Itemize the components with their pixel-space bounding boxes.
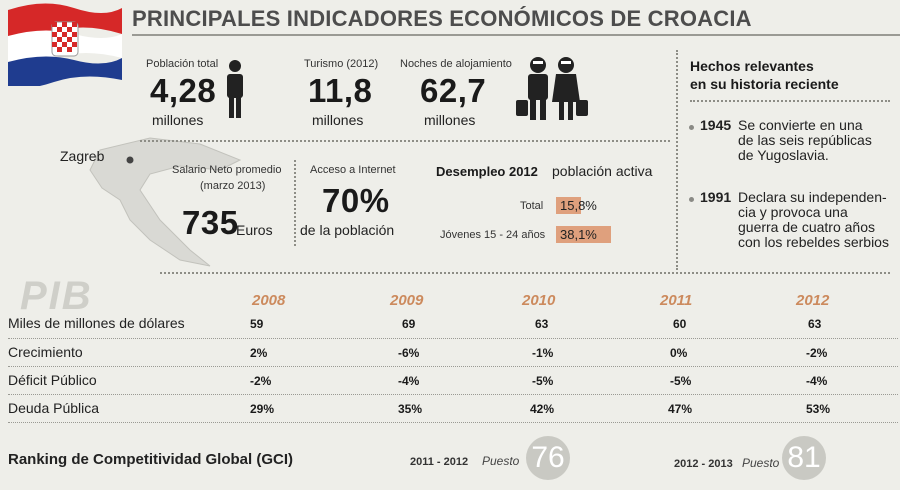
divider <box>294 160 296 246</box>
fact-line: Se convierte en una <box>738 117 863 133</box>
table-cell: -2% <box>250 374 272 388</box>
ranking-badge: 81 <box>782 436 826 480</box>
salary-sublabel: (marzo 2013) <box>200 180 266 192</box>
unemployment-title: Desempleo 2012 <box>436 164 538 179</box>
page-title: PRINCIPALES INDICADORES ECONÓMICOS DE CR… <box>132 6 752 31</box>
divider <box>160 272 890 274</box>
divider <box>676 50 678 270</box>
ranking-badge: 76 <box>526 436 570 480</box>
table-cell: 69 <box>402 317 416 331</box>
internet-value: 70% <box>322 182 390 219</box>
table-cell: 63 <box>535 317 549 331</box>
fact-line: de Yugoslavia. <box>738 147 829 163</box>
table-cell: 35% <box>398 402 423 416</box>
ranking-puesto-label: Puesto <box>482 454 520 468</box>
ranking-period: 2012 - 2013 <box>674 458 733 470</box>
unemployment-bar-total: 15,8% <box>556 197 597 214</box>
bullet-icon <box>689 197 694 202</box>
table-cell: -4% <box>806 374 828 388</box>
salary-unit: Euros <box>236 222 273 238</box>
person-icon <box>227 60 243 118</box>
table-cell: 29% <box>250 402 275 416</box>
tourism-label: Turismo (2012) <box>304 58 379 70</box>
table-cell: -2% <box>806 346 828 360</box>
ranking-puesto-label: Puesto <box>742 456 780 470</box>
bullet-icon <box>689 125 694 130</box>
year-header: 2011 <box>660 292 693 309</box>
table-cell: -6% <box>398 346 420 360</box>
table-cell: -5% <box>532 374 554 388</box>
row-divider <box>8 338 898 339</box>
unemployment-row-label: Total <box>520 200 544 212</box>
fact-year: 1991 <box>700 189 732 205</box>
population-label: Población total <box>146 58 219 70</box>
year-header: 2008 <box>252 292 286 309</box>
nights-value: 62,7 <box>420 72 487 109</box>
fact-line: Declara su independen- <box>738 189 887 205</box>
facts-title: Hechos relevantes <box>690 58 814 74</box>
salary-value: 735 <box>182 204 239 241</box>
ranking-label: Ranking de Competitividad Global (GCI) <box>8 451 294 468</box>
croatia-map-icon <box>89 137 242 267</box>
row-divider <box>8 394 898 395</box>
fact-line: de las seis repúblicas <box>738 132 872 148</box>
unemployment-subtitle: población activa <box>552 163 653 179</box>
tourism-unit: millones <box>312 112 364 128</box>
fact-line: con los rebeldes serbios <box>738 234 889 250</box>
nights-label: Noches de alojamiento <box>400 58 512 70</box>
row-label: Crecimiento <box>8 344 83 360</box>
unemployment-bar-youth: 38,1% <box>556 226 611 243</box>
population-value: 4,28 <box>150 72 217 109</box>
salary-label: Salario Neto promedio <box>172 164 282 176</box>
table-cell: 2% <box>250 346 268 360</box>
table-cell: 47% <box>668 402 693 416</box>
unemployment-row-label: Jóvenes 15 - 24 años <box>440 229 546 241</box>
year-header: 2012 <box>796 292 830 309</box>
ranking-period: 2011 - 2012 <box>410 456 469 468</box>
table-cell: 63 <box>808 317 822 331</box>
population-unit: millones <box>152 112 204 128</box>
facts-subtitle: en su historia reciente <box>690 76 839 92</box>
divider <box>140 140 670 142</box>
table-cell: 53% <box>806 402 831 416</box>
tourism-value: 11,8 <box>308 72 373 109</box>
row-label: Deuda Pública <box>8 400 100 416</box>
divider <box>690 100 890 102</box>
nights-unit: millones <box>424 112 476 128</box>
year-header: 2010 <box>522 292 556 309</box>
fact-line: cia y provoca una <box>738 204 848 220</box>
year-header: 2009 <box>390 292 424 309</box>
row-label: Miles de millones de dólares <box>8 315 185 331</box>
table-cell: 42% <box>530 402 555 416</box>
table-cell: 0% <box>670 346 688 360</box>
row-divider <box>8 366 898 367</box>
internet-unit: de la población <box>300 222 395 238</box>
croatia-flag-icon <box>8 3 122 86</box>
travelers-icon <box>516 57 588 120</box>
internet-label: Acceso a Internet <box>310 164 396 176</box>
table-cell: 60 <box>673 317 687 331</box>
table-cell: -5% <box>670 374 692 388</box>
title-underline <box>132 34 900 36</box>
pib-heading: PIB <box>20 274 93 318</box>
row-label: Déficit Público <box>8 372 97 388</box>
fact-line: guerra de cuatro años <box>738 219 875 235</box>
row-divider <box>8 422 898 423</box>
table-cell: -4% <box>398 374 420 388</box>
table-cell: 59 <box>250 317 264 331</box>
fact-year: 1945 <box>700 117 732 133</box>
table-cell: -1% <box>532 346 554 360</box>
map-city-label: Zagreb <box>60 148 105 164</box>
